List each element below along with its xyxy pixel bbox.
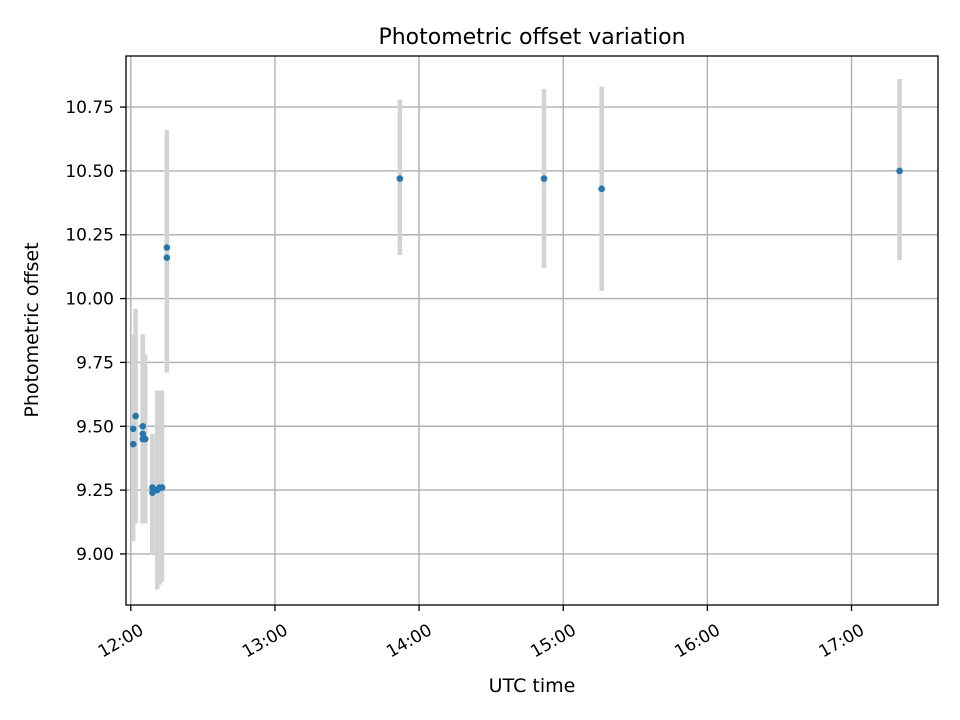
x-tick-label: 14:00 xyxy=(383,620,435,662)
y-tick-label: 10.00 xyxy=(65,290,114,310)
data-point xyxy=(163,254,171,262)
y-tick-label: 10.75 xyxy=(65,98,114,118)
chart-title: Photometric offset variation xyxy=(378,25,685,50)
y-tick-label: 9.75 xyxy=(76,353,114,373)
y-tick-label: 10.50 xyxy=(65,162,114,182)
data-point xyxy=(598,185,605,193)
plot-frame xyxy=(125,55,939,606)
data-point xyxy=(129,425,137,433)
data-point xyxy=(139,430,147,438)
y-axis-label: Photometric offset xyxy=(21,242,43,417)
x-axis-label: UTC time xyxy=(489,675,576,697)
grid-lines xyxy=(126,56,938,605)
data-point xyxy=(132,412,139,420)
y-tick-label: 9.25 xyxy=(76,481,114,501)
data-point xyxy=(396,175,404,182)
data-point xyxy=(158,484,166,491)
x-tick-label: 12:00 xyxy=(95,620,147,662)
y-tick-label: 9.00 xyxy=(76,545,114,565)
data-point xyxy=(896,167,903,175)
error-bars xyxy=(130,78,902,590)
x-tick-label: 15:00 xyxy=(527,620,579,662)
data-point xyxy=(163,244,171,251)
y-axis-ticks: 9.00 9.25 9.50 9.75 10.00 10.25 10.50 10.75 xyxy=(65,98,126,565)
data-point xyxy=(540,175,548,182)
data-point xyxy=(139,422,147,430)
x-axis-ticks: 12:00 13:00 14:00 15:00 16:00 17:00 xyxy=(95,605,868,662)
x-tick-label: 13:00 xyxy=(239,620,291,662)
y-tick-label: 10.25 xyxy=(65,226,114,246)
data-point xyxy=(129,440,137,448)
x-tick-label: 17:00 xyxy=(816,620,868,662)
data-point xyxy=(141,435,149,443)
y-tick-label: 9.50 xyxy=(76,417,114,437)
x-tick-label: 16:00 xyxy=(671,620,723,662)
data-points xyxy=(129,167,903,496)
